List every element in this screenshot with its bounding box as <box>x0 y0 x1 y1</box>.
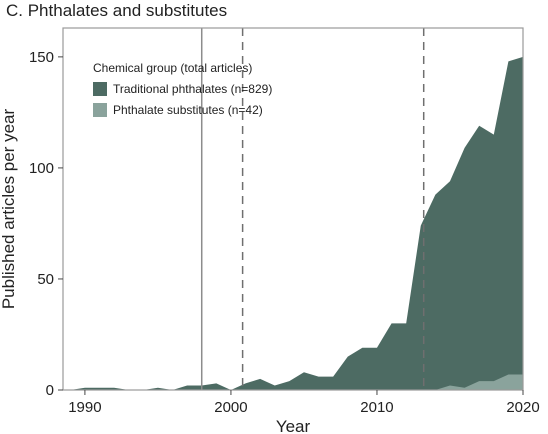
plot-area <box>62 27 524 391</box>
legend-label-2: Phthalate substitutes (n=42) <box>113 103 263 117</box>
y-tick-label-100: 100 <box>29 160 54 177</box>
legend-swatch-2 <box>93 103 107 117</box>
legend-title: Chemical group (total articles) <box>93 61 252 75</box>
y-tick-label-50: 50 <box>37 271 54 288</box>
area-series-1 <box>70 56 524 391</box>
x-tick-label-2010: 2010 <box>360 399 393 416</box>
area-series-2 <box>70 374 524 390</box>
y-axis: 0 50 100 150 <box>29 49 63 399</box>
legend: Chemical group (total articles) Traditio… <box>93 61 272 117</box>
y-axis-title: Published articles per year <box>0 109 18 310</box>
x-tick-label-1990: 1990 <box>68 399 101 416</box>
plot-frame <box>62 27 524 391</box>
area-layer <box>70 56 524 391</box>
chart-title: C. Phthalates and substitutes <box>6 1 227 20</box>
x-axis: 1990 2000 2010 2020 <box>68 390 540 416</box>
y-tick-label-0: 0 <box>46 382 54 399</box>
x-tick-label-2000: 2000 <box>214 399 247 416</box>
legend-swatch-1 <box>93 82 107 96</box>
reference-lines <box>200 28 425 390</box>
x-axis-title: Year <box>276 417 311 434</box>
y-tick-label-150: 150 <box>29 49 54 66</box>
x-tick-label-2020: 2020 <box>506 399 539 416</box>
legend-items: Traditional phthalates (n=829) Phthalate … <box>93 82 272 117</box>
legend-label-1: Traditional phthalates (n=829) <box>113 82 272 96</box>
